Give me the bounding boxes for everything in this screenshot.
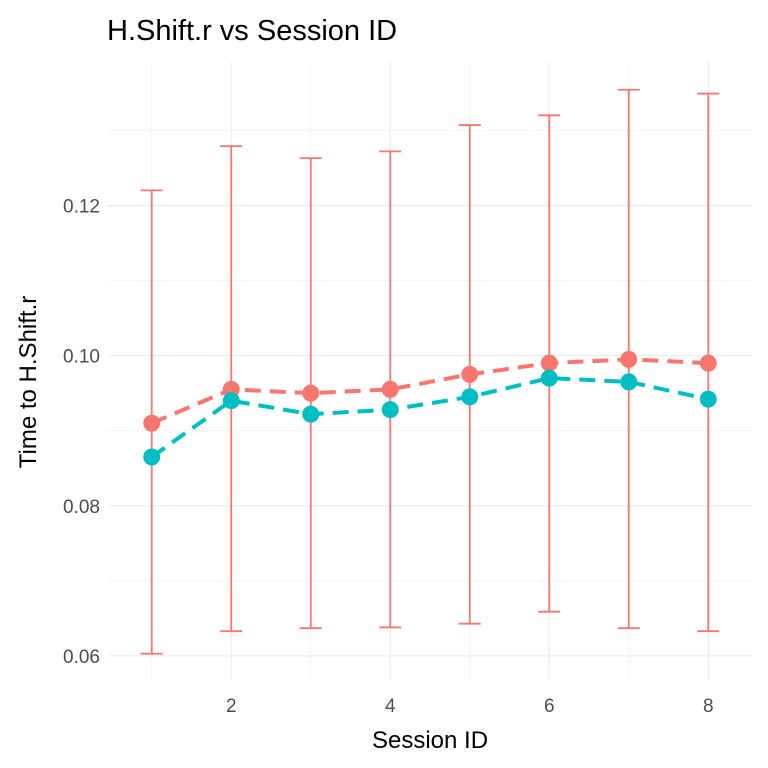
data-point-series-2 bbox=[302, 405, 320, 423]
y-tick-labels: 0.06 0.08 0.10 0.12 bbox=[63, 196, 100, 668]
y-axis-title: Time to H.Shift.r bbox=[15, 296, 42, 468]
data-point-series-2 bbox=[222, 392, 240, 410]
data-point-series-1 bbox=[540, 354, 558, 372]
y-tick-label: 0.10 bbox=[63, 347, 100, 368]
series-line-1 bbox=[150, 357, 709, 426]
x-tick-label: 6 bbox=[544, 696, 555, 717]
data-point-series-1 bbox=[699, 354, 717, 372]
data-point-series-2 bbox=[461, 388, 479, 406]
series-line-2 bbox=[150, 376, 709, 459]
data-point-series-1 bbox=[620, 350, 638, 368]
data-point-series-2 bbox=[699, 390, 717, 408]
y-tick-label: 0.12 bbox=[63, 196, 100, 217]
x-tick-label: 2 bbox=[226, 696, 237, 717]
data-point-series-2 bbox=[620, 373, 638, 391]
series-points bbox=[143, 350, 717, 466]
y-tick-label: 0.08 bbox=[63, 497, 100, 518]
x-tick-labels: 2 4 6 8 bbox=[226, 696, 714, 717]
data-point-series-1 bbox=[381, 380, 399, 398]
x-axis-title: Session ID bbox=[372, 727, 488, 754]
series-lines bbox=[150, 357, 709, 459]
data-point-series-1 bbox=[461, 365, 479, 383]
data-point-series-2 bbox=[381, 401, 399, 419]
x-tick-label: 4 bbox=[385, 696, 396, 717]
data-point-series-1 bbox=[143, 414, 161, 432]
data-point-series-2 bbox=[143, 448, 161, 466]
data-point-series-1 bbox=[302, 384, 320, 402]
y-tick-label: 0.06 bbox=[63, 647, 100, 668]
chart-title: H.Shift.r vs Session ID bbox=[107, 15, 397, 47]
data-point-series-2 bbox=[540, 369, 558, 387]
x-tick-label: 8 bbox=[703, 696, 714, 717]
